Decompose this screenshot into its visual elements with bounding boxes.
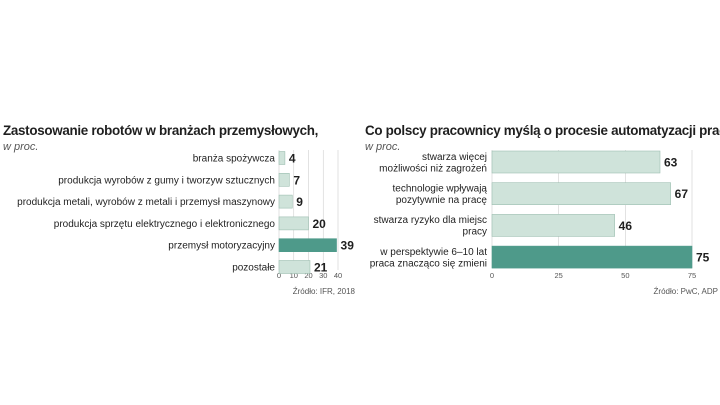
- right-bar: [491, 182, 671, 205]
- left-tick-label: 40: [334, 271, 342, 280]
- right-chart-source: Źródło: PwC, ADP: [653, 287, 718, 296]
- right-category-label: stwarza więcej: [422, 152, 487, 163]
- left-value-label: 21: [314, 261, 328, 275]
- left-bar: [278, 151, 286, 165]
- left-bar: [278, 238, 337, 252]
- right-chart-unit: w proc.: [365, 141, 401, 153]
- left-category-label: produkcja sprzętu elektrycznego i elektr…: [54, 219, 276, 230]
- right-tick-label: 25: [554, 271, 562, 280]
- left-tick-label: 0: [277, 271, 281, 280]
- left-chart-title: Zastosowanie robotów w branżach przemysł…: [3, 123, 319, 138]
- right-bar: [491, 150, 661, 174]
- right-value-label: 67: [675, 187, 689, 201]
- right-category-label: w perspektywie 6–10 lat: [379, 247, 487, 258]
- right-category-label: stwarza ryzyko dla miejsc: [374, 215, 487, 226]
- left-category-label: produkcja wyrobów z gumy i tworzyw sztuc…: [58, 175, 275, 186]
- left-bar: [278, 216, 309, 231]
- right-category-label: technologie wpływają: [392, 183, 487, 194]
- left-category-label: branża spożywcza: [193, 154, 276, 165]
- left-bar: [278, 260, 311, 274]
- left-category-label: pozostałe: [232, 263, 275, 274]
- left-chart-unit: w proc.: [3, 141, 39, 153]
- left-value-label: 39: [341, 239, 355, 253]
- left-tick-label: 10: [290, 271, 298, 280]
- left-value-label: 9: [296, 195, 303, 209]
- right-value-label: 46: [619, 219, 633, 233]
- left-tick-label: 20: [304, 271, 312, 280]
- right-category-label: pozytywnie na pracę: [396, 195, 488, 206]
- right-tick-label: 75: [688, 271, 696, 280]
- left-chart-source: Źródło: IFR, 2018: [292, 287, 355, 296]
- right-category-label: praca znacząco się zmieni: [370, 258, 487, 269]
- left-value-label: 7: [293, 173, 300, 187]
- right-category-label: możliwości niż zagrożeń: [379, 163, 487, 174]
- left-value-label: 4: [289, 152, 296, 166]
- right-bar: [491, 245, 693, 269]
- right-bar: [491, 214, 615, 237]
- left-bar: [278, 194, 293, 209]
- left-bar: [278, 173, 290, 187]
- left-category-label: produkcja metali, wyrobów z metali i prz…: [17, 197, 275, 208]
- right-tick-label: 50: [621, 271, 629, 280]
- left-category-label: przemysł motoryzacyjny: [168, 241, 275, 252]
- right-chart-title: Co polscy pracownicy myślą o procesie au…: [365, 123, 720, 138]
- right-value-label: 75: [696, 251, 710, 265]
- left-value-label: 20: [313, 217, 327, 231]
- left-tick-label: 30: [319, 271, 327, 280]
- right-tick-label: 0: [490, 271, 494, 280]
- right-value-label: 63: [664, 156, 678, 170]
- right-category-label: pracy: [463, 227, 487, 238]
